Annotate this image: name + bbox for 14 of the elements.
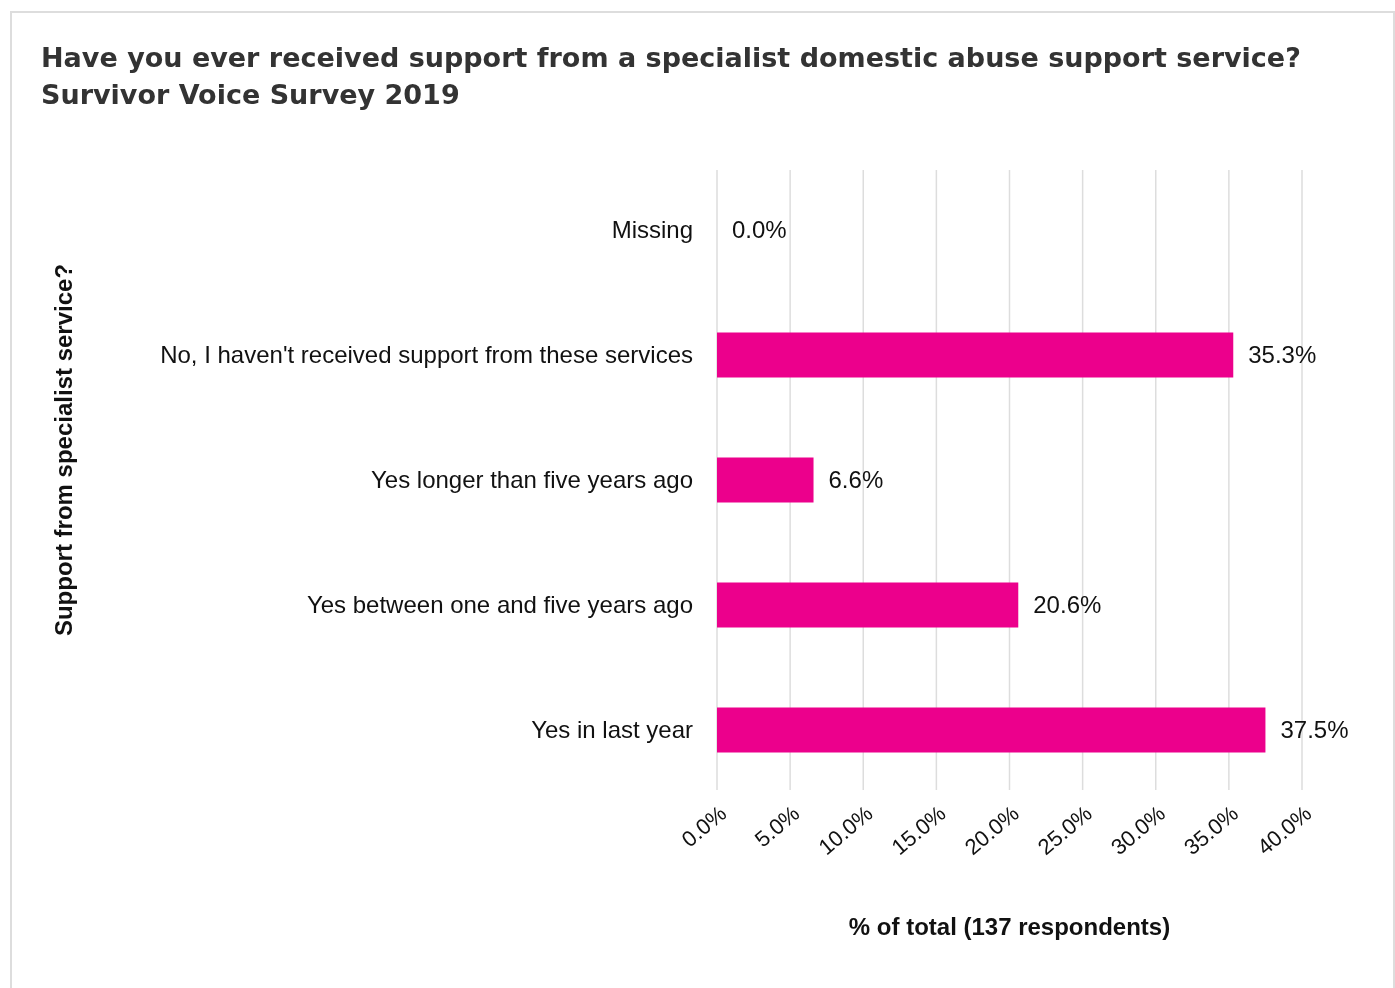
chart-title: Have you ever received support from a specialist domestic abuse support service?	[41, 42, 1301, 73]
y-tick-label: Yes between one and five years ago	[306, 591, 693, 619]
data-label: 37.5%	[1280, 716, 1349, 744]
data-label: 35.3%	[1248, 341, 1317, 369]
x-axis-title: % of total (137 respondents)	[848, 913, 1171, 940]
y-axis-title: Support from specialist service?	[50, 263, 77, 637]
y-tick-label: Yes longer than five years ago	[371, 466, 693, 494]
data-label: 6.6%	[828, 466, 884, 494]
y-tick-label: No, I haven't received support from these services	[160, 341, 693, 369]
y-tick-label: Yes in last year	[531, 716, 693, 744]
data-label: 20.6%	[1033, 591, 1102, 619]
data-label: 0.0%	[732, 216, 787, 244]
text: Survivor Voice Survey 2019	[41, 79, 460, 110]
y-tick-label: Missing	[611, 216, 693, 244]
